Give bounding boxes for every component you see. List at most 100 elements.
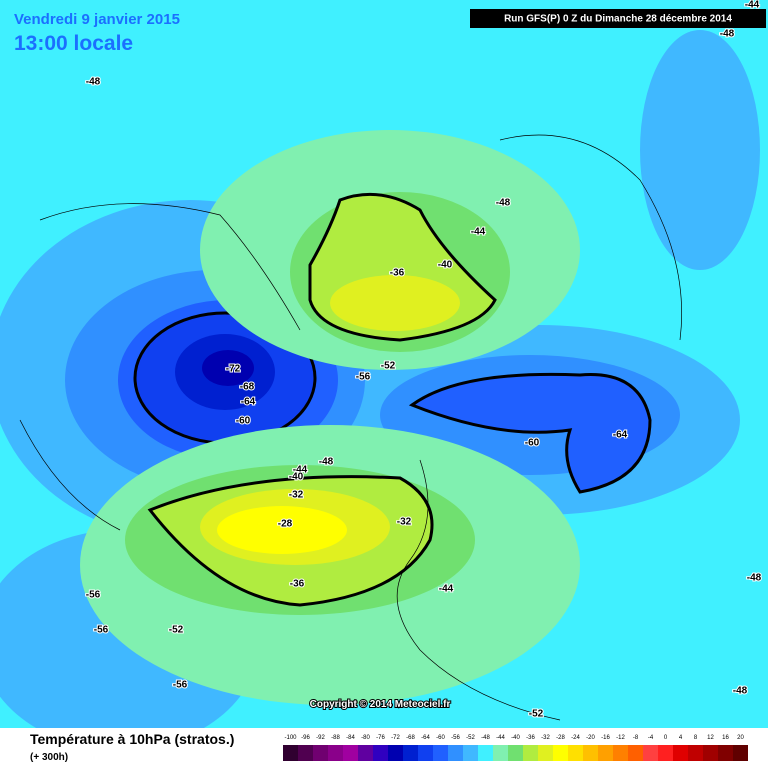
coastlines [19, 134, 682, 721]
contour-label: -64 [613, 430, 628, 441]
legend-tick-label: -88 [331, 735, 340, 741]
legend-swatch [523, 745, 538, 761]
legend-tick-label: -56 [451, 735, 460, 741]
contour-label: -32 [397, 517, 412, 528]
legend-swatch [703, 745, 718, 761]
field [330, 275, 460, 331]
legend-swatch [403, 745, 418, 761]
run-box [470, 9, 766, 28]
field [202, 350, 254, 386]
legend-swatch [448, 745, 463, 761]
footer-title: Température à 10hPa (stratos.) [30, 731, 234, 747]
legend-swatch [478, 745, 493, 761]
legend-tick-label: -16 [601, 735, 610, 741]
contour-label: -56 [94, 625, 109, 636]
legend-swatch [388, 745, 403, 761]
contour-label: -48 [86, 77, 101, 88]
legend-tick-label: -32 [541, 735, 550, 741]
legend-tick-label: 8 [694, 735, 698, 741]
field [217, 506, 347, 554]
legend-tick-label: -24 [571, 735, 580, 741]
contour-label: -56 [356, 372, 371, 383]
legend-tick-label: -68 [406, 735, 415, 741]
contour-label: -32 [289, 490, 304, 501]
legend-swatch [733, 745, 748, 761]
contour-label: -56 [173, 680, 188, 691]
legend-tick-label: -36 [526, 735, 535, 741]
field [408, 372, 652, 494]
field [640, 30, 760, 270]
legend-tick-label: -52 [466, 735, 475, 741]
contour-label: -44 [293, 465, 308, 476]
legend-swatch [328, 745, 343, 761]
contour-label: -40 [289, 472, 304, 483]
contour-labels: -48-48-44-48-44-40-36-52-56-72-68-64-60-… [85, 0, 763, 721]
legend-swatch [508, 745, 523, 761]
legend-swatch [313, 745, 328, 761]
coastline [396, 459, 561, 721]
contour-label: -40 [438, 260, 453, 271]
legend-swatch [373, 745, 388, 761]
footer-lead: (+ 300h) [30, 752, 68, 763]
contour-label: -36 [390, 268, 405, 279]
legend-swatch [493, 745, 508, 761]
color-legend: -100 -96 -92 -88 -84 -80 -76 -72 -68 -64 -60 -56 -52… [283, 735, 748, 761]
coastline [499, 134, 682, 341]
contour-label: -52 [381, 361, 396, 372]
legend-swatch [643, 745, 658, 761]
legend-tick-label: 20 [737, 735, 744, 741]
date: Vendredi 9 janvier 2015 [14, 11, 180, 28]
legend-swatch [418, 745, 433, 761]
contour-label: -28 [278, 519, 293, 530]
contour-label: -48 [319, 457, 334, 468]
contour-label: -44 [439, 584, 454, 595]
coastline [39, 203, 301, 331]
contour-label: -48 [747, 573, 762, 584]
contour-label: -56 [86, 590, 101, 601]
legend-tick-label: -12 [616, 735, 625, 741]
legend-swatch [673, 745, 688, 761]
legend-swatch [283, 745, 298, 761]
legend-swatch [688, 745, 703, 761]
run: Run GFS(P) 0 Z du Dimanche 28 décembre 2… [504, 14, 732, 25]
legend-tick-label: 16 [722, 735, 729, 741]
legend-tick-label: -96 [301, 735, 310, 741]
contour-label: -48 [720, 29, 735, 40]
temperature-fields [0, 30, 760, 750]
contour-label: -60 [236, 416, 251, 427]
legend-swatch [568, 745, 583, 761]
copyright: Copyright © 2014 Meteociel.fr [310, 699, 451, 710]
legend-swatch [628, 745, 643, 761]
legend-tick-label: 12 [707, 735, 714, 741]
contour-label: -44 [745, 0, 760, 11]
legend-tick-label: -48 [481, 735, 490, 741]
contour-label: -36 [290, 579, 305, 590]
contour-label: -52 [529, 709, 544, 720]
legend-swatch [583, 745, 598, 761]
legend-tick-label: -44 [496, 735, 505, 741]
legend-swatch [538, 745, 553, 761]
contour-label: -68 [240, 382, 255, 393]
legend-tick-label: -28 [556, 735, 565, 741]
contour-label: -48 [496, 198, 511, 209]
legend-tick-label: 4 [679, 735, 683, 741]
legend-swatch [343, 745, 358, 761]
legend-tick-label: 0 [664, 735, 668, 741]
legend-swatch [433, 745, 448, 761]
legend-swatch [358, 745, 373, 761]
legend-swatch [463, 745, 478, 761]
legend-tick-label: -64 [421, 735, 430, 741]
contour-label: -72 [226, 364, 241, 375]
legend-tick-label: -100 [284, 735, 297, 741]
contour-label: -64 [241, 397, 256, 408]
legend-tick-label: -92 [316, 735, 325, 741]
legend-swatch [598, 745, 613, 761]
contour-label: -60 [525, 438, 540, 449]
legend-tick-label: -8 [633, 735, 639, 741]
legend-tick-label: -84 [346, 735, 355, 741]
contour-label: -48 [733, 686, 748, 697]
legend-tick-label: -72 [391, 735, 400, 741]
legend-swatch [553, 745, 568, 761]
legend-swatch [298, 745, 313, 761]
